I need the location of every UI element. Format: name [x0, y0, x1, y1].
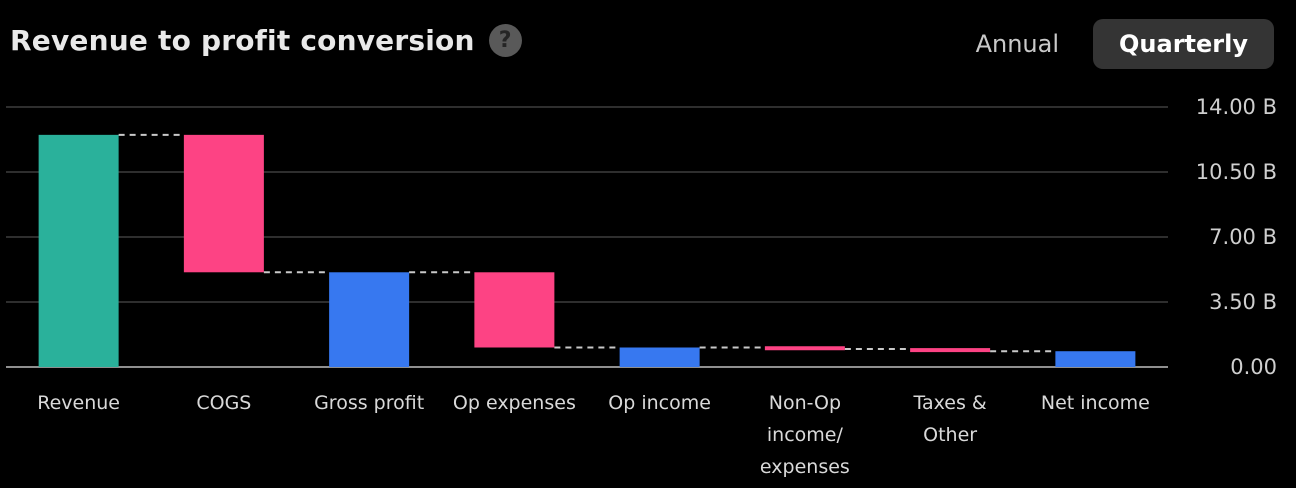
- help-icon[interactable]: ?: [488, 24, 522, 57]
- x-axis-label-net-income: Net income: [1005, 387, 1185, 419]
- x-axis-label-line: income/: [766, 424, 843, 446]
- page-title: Revenue to profit conversion: [10, 24, 475, 57]
- x-axis-label-revenue: Revenue: [0, 387, 169, 419]
- x-axis-label-line: Taxes &: [913, 392, 987, 414]
- y-axis-tick: 3.50 B: [1209, 290, 1277, 314]
- bar-cogs[interactable]: [183, 134, 264, 273]
- bar-taxes-other[interactable]: [910, 348, 991, 353]
- x-axis-label-line: Gross profit: [314, 392, 425, 414]
- x-axis-label-line: Other: [923, 424, 978, 446]
- x-axis-label-non-op-income-expenses: Non-Op income/expenses: [715, 387, 895, 483]
- x-axis-label-op-income: Op income: [570, 387, 750, 419]
- x-axis-label-line: COGS: [196, 392, 252, 414]
- x-axis-label-line: Net income: [1040, 392, 1150, 414]
- x-axis-label-line: Revenue: [37, 392, 120, 414]
- bar-net-income[interactable]: [1055, 351, 1136, 367]
- x-axis-label-gross-profit: Gross profit: [279, 387, 459, 419]
- bar-op-expenses[interactable]: [474, 272, 555, 348]
- annual-toggle-button[interactable]: Annual: [972, 20, 1063, 68]
- bar-op-income[interactable]: [619, 347, 700, 368]
- period-toggle: Annual Quarterly: [972, 19, 1274, 69]
- x-axis-label-line: Op income: [608, 392, 711, 414]
- bar-revenue[interactable]: [38, 134, 119, 367]
- x-axis-label-line: expenses: [759, 456, 850, 478]
- y-axis-tick: 7.00 B: [1209, 225, 1277, 249]
- quarterly-toggle-button[interactable]: Quarterly: [1093, 19, 1274, 69]
- x-axis-label-op-expenses: Op expenses: [424, 387, 604, 419]
- bar-non-op-income-expenses[interactable]: [764, 346, 845, 351]
- x-axis-label-taxes-other: Taxes & Other: [860, 387, 1040, 451]
- x-axis-label-line: Non-Op: [768, 392, 842, 414]
- x-axis-label-line: Op expenses: [452, 392, 576, 414]
- y-axis-tick: 14.00 B: [1195, 95, 1277, 119]
- bar-gross-profit[interactable]: [329, 272, 410, 367]
- y-axis-tick: 10.50 B: [1195, 160, 1277, 184]
- x-axis-label-cogs: COGS: [134, 387, 314, 419]
- chart-header: Revenue to profit conversion ?: [10, 24, 522, 57]
- y-axis-tick: 0.00: [1230, 355, 1277, 379]
